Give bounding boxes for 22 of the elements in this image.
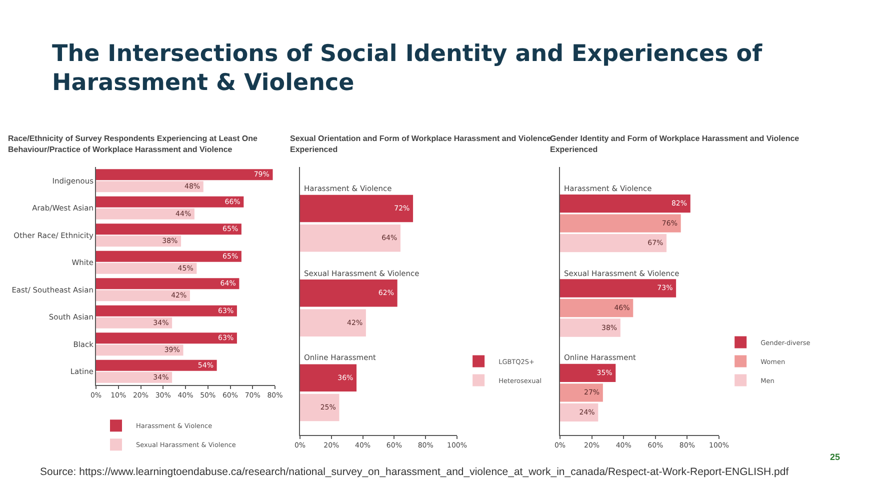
bar — [96, 305, 237, 316]
chart-title: Gender Identity and Form of Workplace Harassment and Violence Experienced — [550, 133, 800, 156]
chart-title: Race/Ethnicity of Survey Respondents Experiencing at Least One Behaviour/Practice of Workplace Harassment and Violence — [8, 134, 258, 154]
bar — [96, 360, 217, 371]
bar — [96, 332, 237, 344]
chart-title: Sexual Orientation and Form of Workplace Harassment and Violence Experienced — [290, 134, 552, 154]
source-note: Source: https://www.learningtoendabuse.ca/research/national_survey_on_harassment_and_violence_at_work_in_canada/Respect-at-Work-Report-ENGLISH.pdf — [40, 466, 789, 478]
bar — [96, 208, 194, 220]
text: 25 — [830, 452, 840, 462]
bar — [96, 317, 172, 328]
bar — [96, 196, 244, 208]
bar — [96, 278, 240, 290]
bar — [96, 250, 242, 262]
bar — [96, 236, 182, 247]
bar — [96, 169, 273, 180]
bar — [96, 344, 184, 356]
bar — [96, 290, 190, 302]
bar — [96, 181, 204, 192]
bar — [96, 372, 172, 383]
bar — [96, 262, 197, 274]
text: The Intersections of Social Identity and Experiences of Harassment & Violence — [52, 40, 764, 98]
bar — [96, 224, 242, 235]
